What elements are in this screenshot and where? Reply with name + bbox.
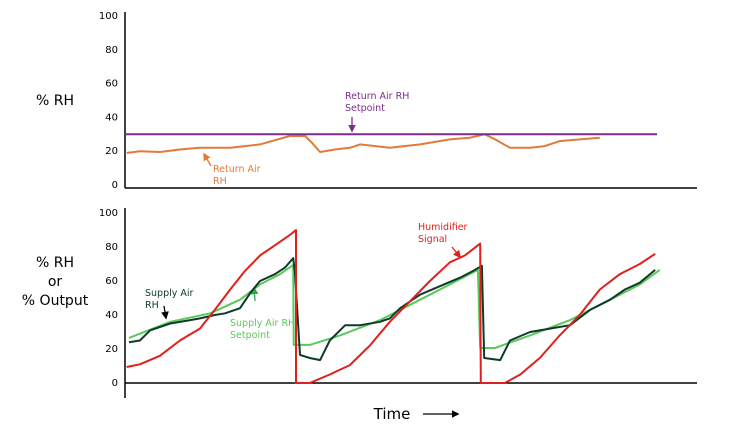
y-tick-label: 60 [105, 79, 118, 90]
series-line [128, 257, 656, 362]
annotation-arrows [161, 117, 461, 418]
y-axis-label: % Output [21, 293, 89, 309]
y-axis-label: % RH [35, 93, 74, 109]
y-tick-label: 20 [105, 344, 118, 355]
y-axis-label: % RH [35, 255, 74, 271]
series-label: Supply Air RH [145, 288, 194, 311]
series-line [128, 264, 661, 349]
series-label: Return Air RH [213, 164, 261, 187]
y-tick-label: 100 [99, 208, 118, 219]
x-axis-label: Time [373, 405, 411, 423]
y-tick-label: 100 [99, 11, 118, 22]
series-label: Return Air RH Setpoint [345, 91, 410, 114]
axes [124, 12, 697, 398]
y-tick-label: 0 [112, 180, 118, 191]
series-line [126, 229, 656, 384]
series-line [126, 133, 600, 154]
y-axis-label: or [47, 274, 63, 290]
y-tick-label: 80 [105, 45, 118, 56]
series-label: Humidifier Signal [418, 222, 468, 245]
y-tick-label: 0 [112, 378, 118, 389]
y-tick-label: 40 [105, 310, 118, 321]
y-tick-label: 40 [105, 112, 118, 123]
y-tick-label: 60 [105, 276, 118, 287]
y-tick-label: 20 [105, 146, 118, 157]
series-label: Supply Air RH Setpoint [230, 318, 296, 341]
y-tick-label: 80 [105, 242, 118, 253]
